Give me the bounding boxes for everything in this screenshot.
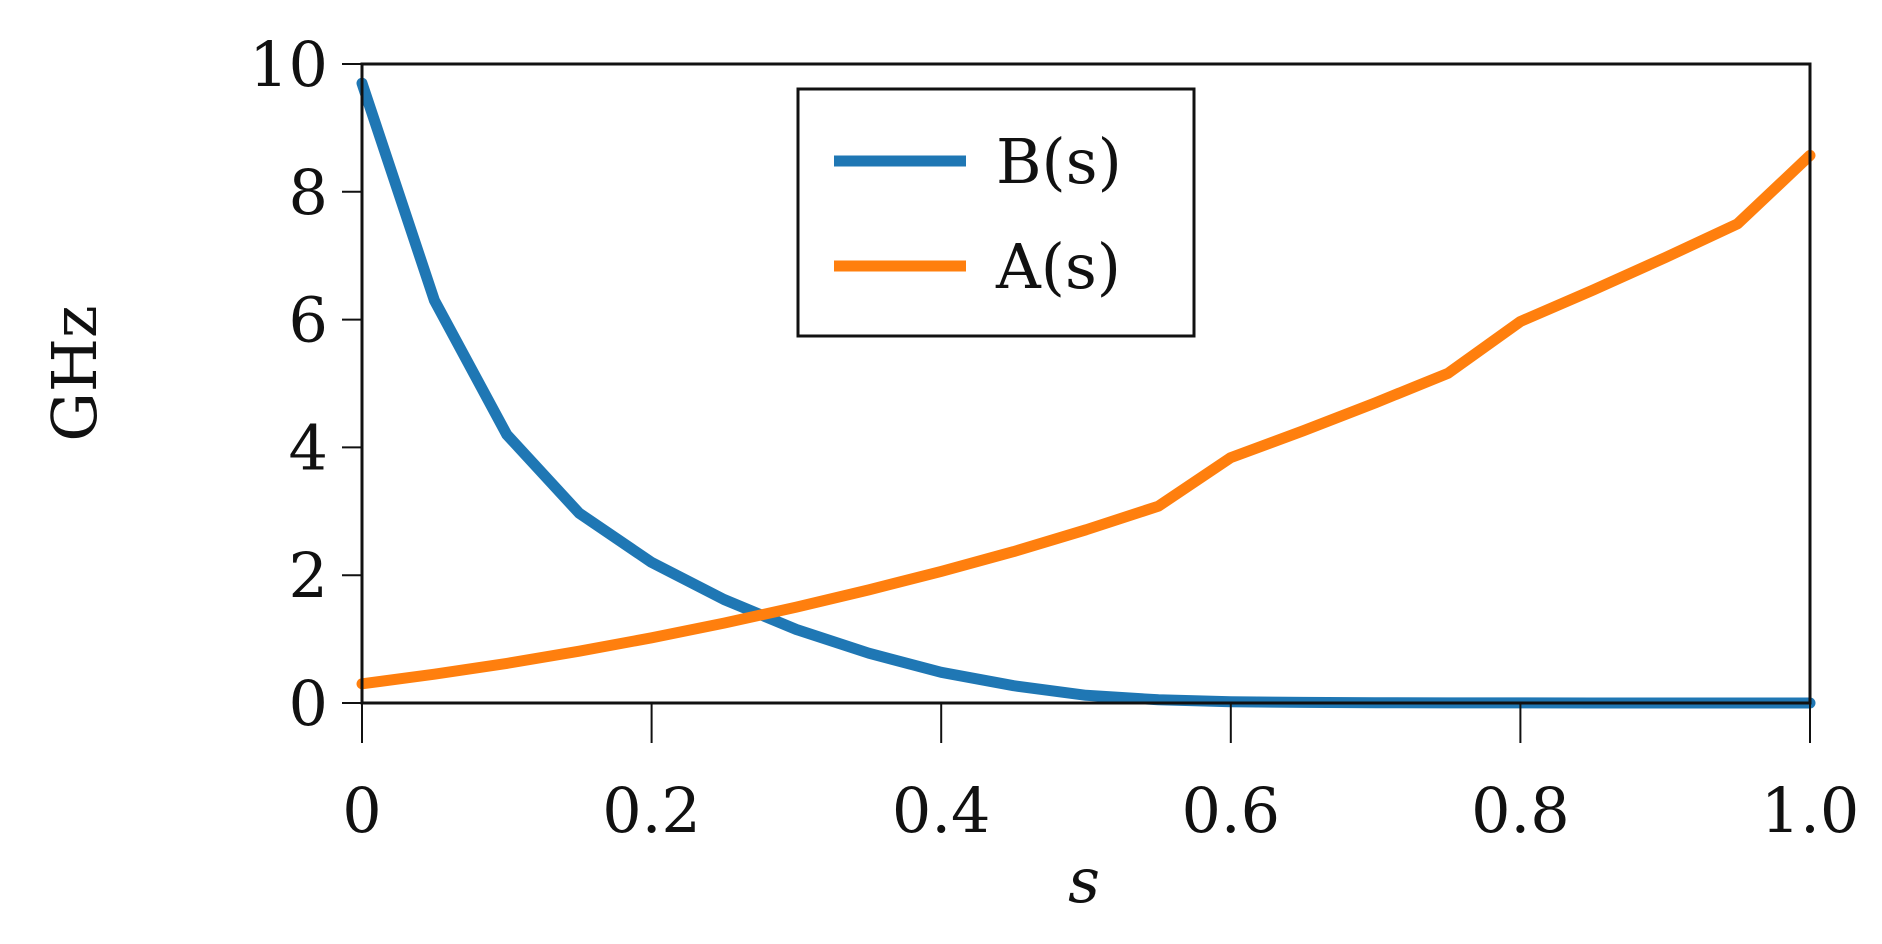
y-tick-label: 6 bbox=[289, 284, 328, 357]
x-tick-label: 0.8 bbox=[1471, 774, 1570, 847]
legend-label: A(s) bbox=[995, 230, 1121, 303]
x-axis-label: s bbox=[1068, 844, 1100, 917]
legend-box bbox=[796, 87, 1196, 338]
legend: B(s) A(s) bbox=[796, 87, 1196, 338]
x-tick-label: 1.0 bbox=[1761, 774, 1860, 847]
y-axis-label: GHz bbox=[38, 305, 111, 441]
x-tick-label: 0.2 bbox=[602, 774, 701, 847]
y-tick-label: 2 bbox=[289, 539, 328, 612]
y-tick-label: 10 bbox=[249, 28, 328, 101]
series-line-a bbox=[356, 149, 1816, 690]
ticks-layer: 0 0.2 0.4 0.6 0.8 1.0 0 2 4 6 8 10 bbox=[249, 28, 1859, 847]
y-tick-label: 8 bbox=[289, 156, 328, 229]
y-tick-label: 4 bbox=[289, 411, 328, 484]
x-tick-label: 0 bbox=[342, 774, 381, 847]
x-tick-label: 0.6 bbox=[1181, 774, 1280, 847]
plot-frame bbox=[360, 62, 1812, 705]
y-tick-label: 0 bbox=[289, 667, 328, 740]
x-tick-label: 0.4 bbox=[892, 774, 991, 847]
legend-label: B(s) bbox=[996, 125, 1122, 198]
